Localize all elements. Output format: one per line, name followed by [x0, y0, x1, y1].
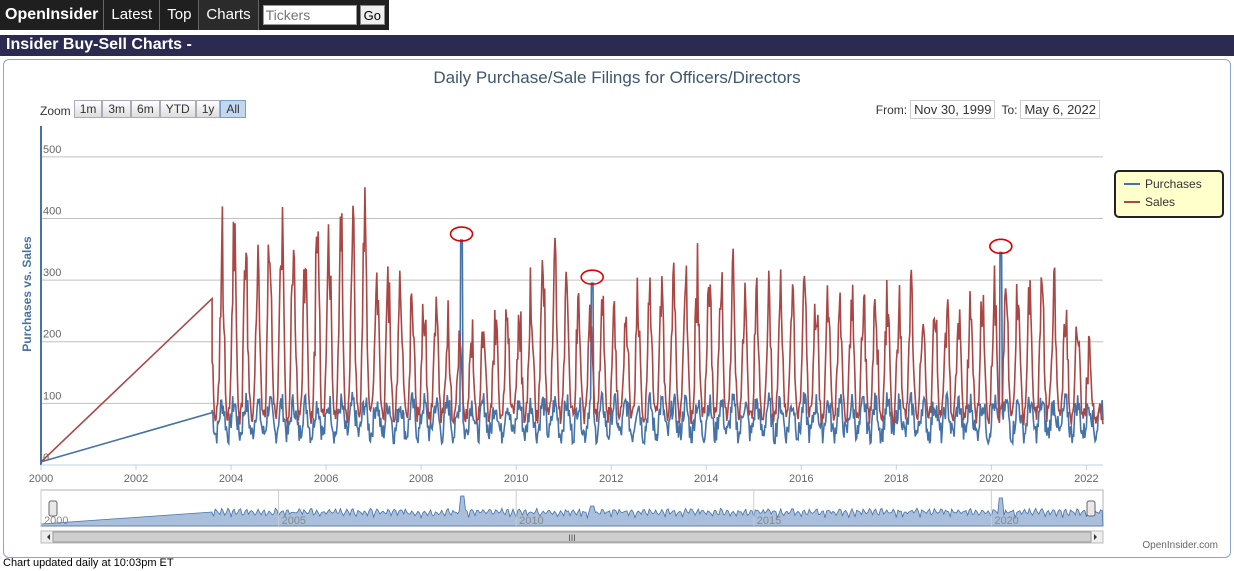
to-date-input[interactable]: May 6, 2022 [1020, 100, 1100, 119]
y-tick-label: 400 [43, 205, 61, 217]
scrollbar-thumb[interactable] [52, 531, 1092, 543]
go-button[interactable]: Go [359, 5, 385, 25]
chart-panel: Daily Purchase/Sale Filings for Officers… [3, 59, 1231, 558]
series-line-sales [40, 187, 1104, 463]
navigator-year-label: 2015 [757, 515, 781, 527]
navigator-left-handle[interactable] [48, 500, 58, 517]
legend-item-purchases[interactable]: Purchases [1124, 177, 1202, 191]
y-tick-label: 200 [43, 329, 61, 341]
from-label: From: [875, 102, 908, 117]
x-tick-label: 2008 [409, 473, 433, 485]
series-line-purchases [40, 239, 1104, 463]
x-tick-label: 2004 [219, 473, 243, 485]
annotation-circle [580, 269, 604, 285]
y-tick-label: 500 [43, 144, 61, 156]
zoom-1y-button[interactable]: 1y [195, 100, 221, 118]
chart-legend: Purchases Sales [1114, 170, 1224, 218]
brand-logo[interactable]: OpenInsider [0, 0, 105, 30]
x-tick-label: 2016 [789, 473, 813, 485]
navigator-year-label: 2005 [282, 515, 306, 527]
top-nav: OpenInsider Latest Top Charts Go [0, 0, 389, 30]
x-tick-label: 2000 [29, 473, 53, 485]
scroll-right-arrow-icon[interactable] [1094, 534, 1097, 540]
navigator[interactable]: 2000 2005 2010 2015 2020 III [40, 489, 1104, 544]
zoom-all-button[interactable]: All [220, 100, 246, 118]
navigator-right-handle[interactable] [1086, 500, 1096, 517]
to-label: To: [1001, 102, 1018, 117]
chart-title: Daily Purchase/Sale Filings for Officers… [433, 68, 801, 87]
nav-top[interactable]: Top [160, 0, 200, 30]
ticker-search-input[interactable] [262, 5, 357, 25]
x-tick-label: 2014 [694, 473, 718, 485]
x-tick-label: 2006 [314, 473, 338, 485]
scroll-left-arrow-icon[interactable] [47, 534, 50, 540]
page-title: Insider Buy-Sell Charts - [6, 36, 192, 53]
annotation-circle [449, 226, 474, 242]
zoom-controls: Zoom 1m 3m 6m YTD 1y All [40, 100, 246, 118]
annotation-circle [989, 238, 1013, 255]
zoom-6m-button[interactable]: 6m [131, 100, 160, 118]
legend-label-sales: Sales [1145, 195, 1176, 209]
legend-label-purchases: Purchases [1145, 177, 1202, 191]
navigator-series [40, 495, 1104, 527]
legend-item-sales[interactable]: Sales [1124, 195, 1175, 209]
navigator-year-label: 2020 [994, 515, 1018, 527]
date-range: From: Nov 30, 1999 To: May 6, 2022 [876, 100, 1106, 119]
nav-latest[interactable]: Latest [104, 0, 161, 30]
x-tick-label: 2018 [884, 473, 908, 485]
navigator-year-label: 2000 [44, 515, 68, 527]
purchases-swatch [1124, 183, 1140, 185]
navigator-year-label: 2010 [519, 515, 543, 527]
from-date-input[interactable]: Nov 30, 1999 [910, 100, 996, 119]
sales-swatch [1124, 201, 1140, 203]
search-area: Go [259, 0, 389, 30]
page-banner: Insider Buy-Sell Charts - [0, 35, 1234, 56]
x-tick-label: 2012 [599, 473, 623, 485]
chart-credit[interactable]: OpenInsider.com [1142, 540, 1218, 551]
zoom-ytd-button[interactable]: YTD [159, 100, 196, 118]
x-tick-label: 2020 [979, 473, 1003, 485]
x-tick-label: 2022 [1074, 473, 1098, 485]
y-axis-label: Purchases vs. Sales [20, 236, 34, 352]
x-tick-label: 2002 [124, 473, 148, 485]
scrollbar-grip: III [568, 533, 576, 543]
y-tick-label: 100 [43, 390, 61, 402]
x-tick-label: 2010 [504, 473, 528, 485]
y-tick-label: 300 [43, 267, 61, 279]
footer-note: Chart updated daily at 10:03pm ET [3, 557, 174, 569]
zoom-3m-button[interactable]: 3m [102, 100, 132, 118]
zoom-1m-button[interactable]: 1m [73, 100, 103, 118]
zoom-label: Zoom [40, 104, 71, 118]
nav-charts[interactable]: Charts [199, 0, 259, 30]
